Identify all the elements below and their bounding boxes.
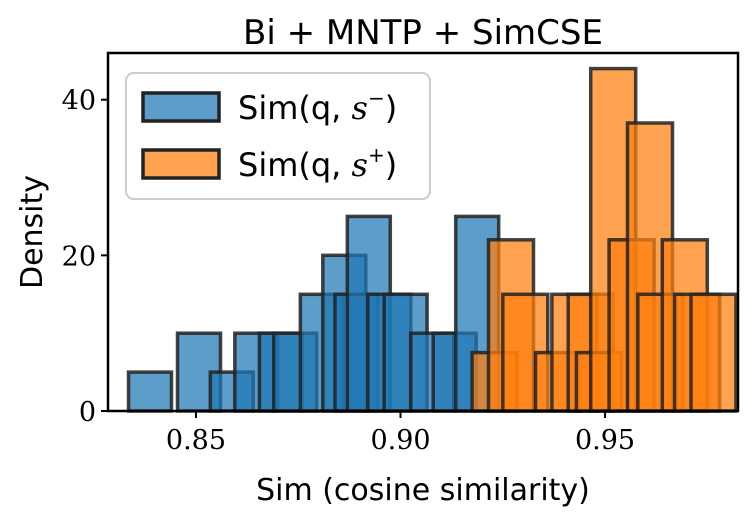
x-tick-label-1: 0.90 (370, 425, 430, 456)
legend-swatch-positive (141, 148, 221, 180)
y-tick-label-2: 40 (62, 86, 96, 117)
y-tick-label-0: 0 (79, 397, 96, 428)
legend-positive-suffix: ) (385, 146, 397, 184)
legend-positive-sup: + (368, 143, 385, 167)
legend-positive-var: s (352, 146, 368, 184)
y-tick-label-1: 20 (62, 241, 96, 272)
legend-negative-var: s (352, 89, 368, 127)
legend-label-negative: Sim(q, s−) (238, 86, 397, 127)
x-tick-label-2: 0.95 (575, 425, 635, 456)
bars-layer (126, 66, 738, 413)
legend-swatch-negative (141, 91, 221, 123)
legend-negative-suffix: ) (385, 89, 397, 127)
legend-label-positive: Sim(q, s+) (238, 143, 397, 184)
ticks-layer: 0.85 0.90 0.95 0 20 40 (62, 86, 635, 456)
y-axis-label: Density (15, 175, 50, 289)
legend-negative-sup: − (368, 86, 385, 110)
plot-area-frame (106, 51, 740, 413)
chart-title: Bi + MNTP + SimCSE (243, 13, 603, 53)
x-axis-label: Sim (cosine similarity) (256, 473, 590, 508)
legend-positive-prefix: Sim(q, (238, 146, 352, 184)
legend-negative-prefix: Sim(q, (238, 89, 352, 127)
bar-positive-13 (689, 292, 738, 413)
bar-negative-0 (126, 370, 174, 413)
x-tick-label-0: 0.85 (166, 425, 226, 456)
legend: Sim(q, s−) Sim(q, s+) (125, 72, 431, 200)
